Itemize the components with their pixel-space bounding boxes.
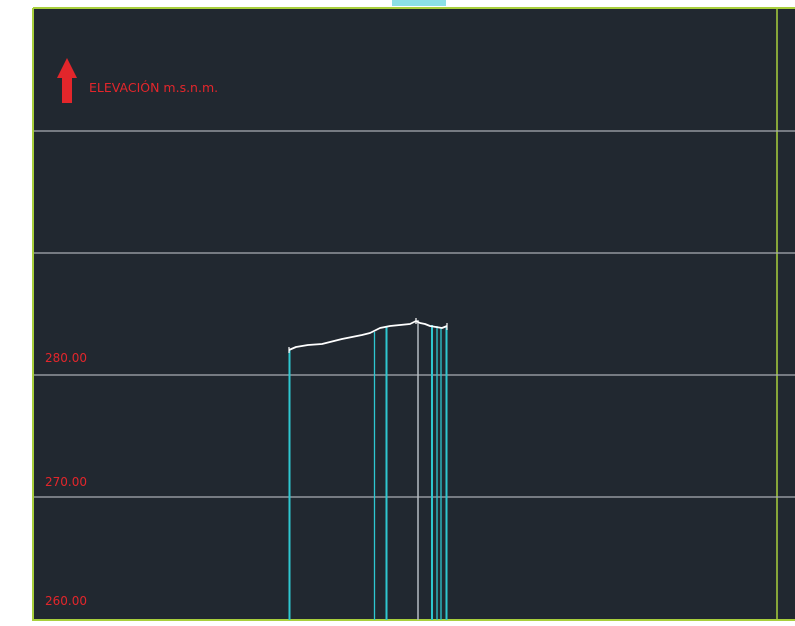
elevation-grid (34, 130, 795, 498)
arrow-up-icon (57, 58, 77, 103)
elevation-legend-label: ELEVACIÓN m.s.n.m. (89, 80, 218, 95)
terrain-tick-marks (288, 318, 448, 353)
canvas-background (32, 8, 795, 620)
elevation-label-270: 270.00 (45, 475, 87, 489)
profile-frame (32, 7, 795, 621)
elevation-label-280: 280.00 (45, 351, 87, 365)
elevation-label-260: 260.00 (45, 594, 87, 608)
terrain-profile-line (288, 320, 448, 351)
top-title-fragment (392, 0, 446, 6)
station-lines (288, 325, 448, 620)
